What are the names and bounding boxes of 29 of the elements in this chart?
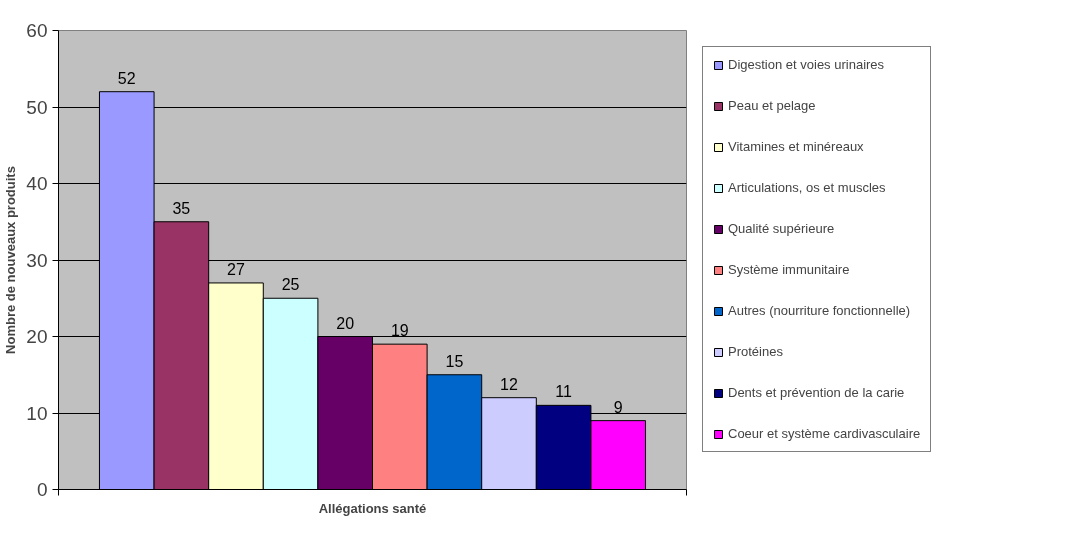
- y-tick-label: 40: [26, 173, 48, 194]
- data-label: 12: [500, 375, 519, 393]
- y-axis-title: Nombre de nouveaux produits: [3, 166, 19, 354]
- legend-label: Autres (nourriture fonctionnelle): [728, 303, 911, 318]
- legend-label: Peau et pelage: [728, 98, 816, 113]
- data-label: 25: [281, 276, 300, 294]
- y-tick-label: 50: [26, 96, 48, 118]
- data-label: 35: [172, 199, 191, 217]
- legend-label: Articulations, os et muscles: [728, 180, 886, 195]
- data-label: 9: [613, 398, 623, 416]
- legend-label: Digestion et voies urinaires: [728, 57, 885, 72]
- y-tick-label: 20: [26, 326, 48, 347]
- y-tick-label: 30: [26, 249, 48, 271]
- x-axis-title: Allégations santé: [318, 500, 427, 516]
- legend-label: Coeur et système cardivasculaire: [728, 426, 921, 441]
- legend-label: Vitamines et minéreaux: [728, 139, 864, 154]
- data-label: 52: [117, 69, 136, 87]
- legend-label: Système immunitaire: [728, 262, 850, 277]
- legend-label: Dents et prévention de la carie: [728, 385, 905, 400]
- data-label: 19: [390, 322, 409, 340]
- y-tick-label: 10: [26, 402, 48, 424]
- data-label: 15: [445, 352, 464, 370]
- legend-label: Protéines: [728, 344, 783, 359]
- legend-label: Qualité supérieure: [728, 221, 835, 236]
- data-label: 20: [336, 314, 355, 332]
- data-label: 27: [227, 260, 245, 278]
- data-label: 11: [555, 383, 573, 401]
- y-tick-label: 60: [26, 20, 48, 41]
- y-tick-label: 0: [36, 479, 48, 500]
